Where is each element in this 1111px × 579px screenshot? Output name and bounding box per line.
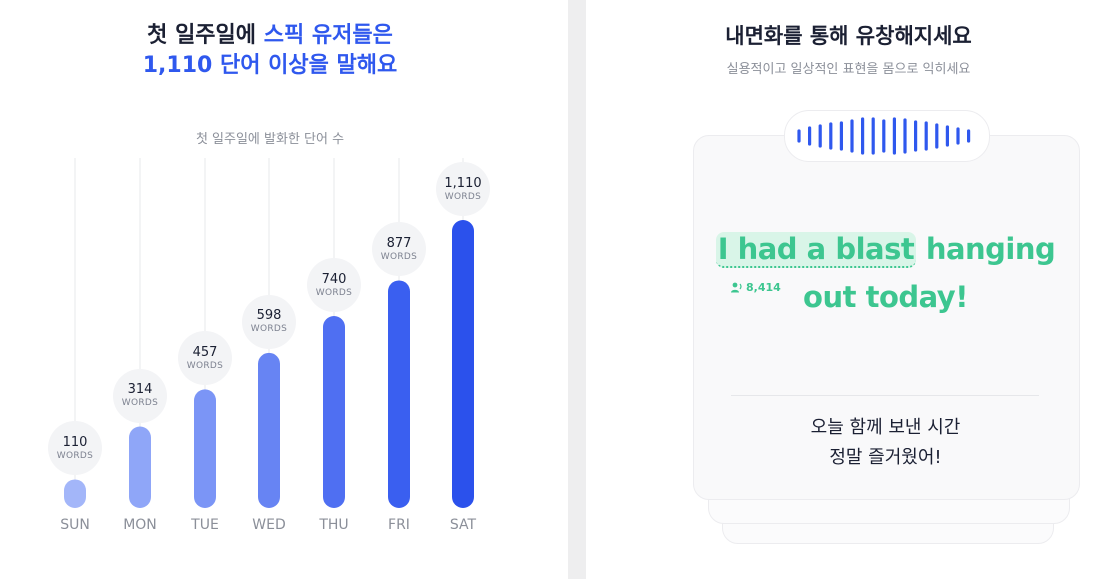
value-bubble-mon: 314 WORDS	[113, 368, 167, 423]
phrase-rest: hanging	[916, 232, 1056, 266]
bar-tue	[194, 389, 216, 508]
value-bubble-sat: 1,110 WORDS	[436, 162, 490, 216]
value-label: 457	[192, 344, 218, 360]
day-label-mon: MON	[123, 517, 157, 533]
phrase-highlight[interactable]: I had a blast	[715, 232, 917, 268]
chart-caption: 첫 일주일에 발화한 단어 수	[195, 132, 345, 147]
people-icon	[731, 282, 742, 293]
bar-fri	[388, 280, 410, 508]
unit-label: WORDS	[315, 287, 353, 298]
value-bubble-sun: 110 WORDS	[48, 421, 102, 476]
card-divider	[731, 395, 1039, 396]
value-label: 877	[386, 235, 412, 251]
unit-label: WORDS	[121, 398, 159, 409]
day-label-fri: FRI	[388, 517, 410, 533]
headline-line-1: 첫 일주일에 스픽 유저들은	[0, 20, 540, 52]
bar-mon	[129, 426, 151, 508]
value-label: 314	[127, 382, 153, 398]
day-label-tue: TUE	[191, 517, 219, 533]
left-panel: 첫 일주일에 스픽 유저들은 1,110 단어 이상을 말해요 첫 일주일에 발…	[0, 0, 568, 579]
value-label: 598	[256, 308, 282, 324]
audio-wave-button[interactable]	[784, 110, 990, 162]
day-label-wed: WED	[252, 517, 286, 533]
bar-thu	[323, 316, 345, 508]
bar-chart	[64, 158, 474, 508]
translation-line-1: 오늘 함께 보낸 시간	[810, 417, 961, 438]
unit-label: WORDS	[380, 251, 418, 262]
listener-count: 8,414	[731, 281, 781, 294]
phrase-line-1: I had a blast hanging	[693, 232, 1078, 268]
listener-count-value: 8,414	[746, 281, 781, 294]
translation-line-2: 정말 즐거웠어!	[829, 447, 942, 468]
phrase-line-2: out today!	[803, 280, 968, 314]
day-label-sun: SUN	[60, 517, 90, 533]
bar-sat	[452, 220, 474, 508]
right-title: 내면화를 통해 유창해지세요	[725, 24, 972, 48]
unit-label: WORDS	[250, 324, 288, 335]
bar-sun	[64, 479, 86, 508]
bar-wed	[258, 352, 280, 508]
day-label-thu: THU	[319, 517, 349, 533]
day-label-sat: SAT	[449, 517, 477, 533]
headline-prefix: 첫 일주일에	[147, 23, 264, 48]
right-subtitle: 실용적이고 일상적인 표현을 몸으로 익히세요	[726, 62, 971, 77]
value-label: 110	[62, 434, 88, 450]
headline-highlight: 스픽 유저들은	[263, 23, 393, 48]
headline-line-2: 1,110 단어 이상을 말해요	[142, 53, 398, 78]
unit-label: WORDS	[444, 191, 482, 202]
unit-label: WORDS	[186, 360, 224, 371]
value-label: 740	[321, 271, 347, 287]
right-panel: 내면화를 통해 유창해지세요 실용적이고 일상적인 표현을 몸으로 익히세요 I…	[586, 0, 1111, 579]
value-label: 1,110	[444, 175, 482, 191]
value-bubble-wed: 598 WORDS	[242, 294, 296, 349]
value-bubble-fri: 877 WORDS	[372, 222, 426, 277]
value-bubble-tue: 457 WORDS	[178, 331, 232, 386]
phrase-card[interactable]	[693, 135, 1080, 500]
value-bubble-thu: 740 WORDS	[307, 258, 361, 312]
soundwave-icon	[797, 117, 971, 155]
unit-label: WORDS	[56, 450, 94, 461]
